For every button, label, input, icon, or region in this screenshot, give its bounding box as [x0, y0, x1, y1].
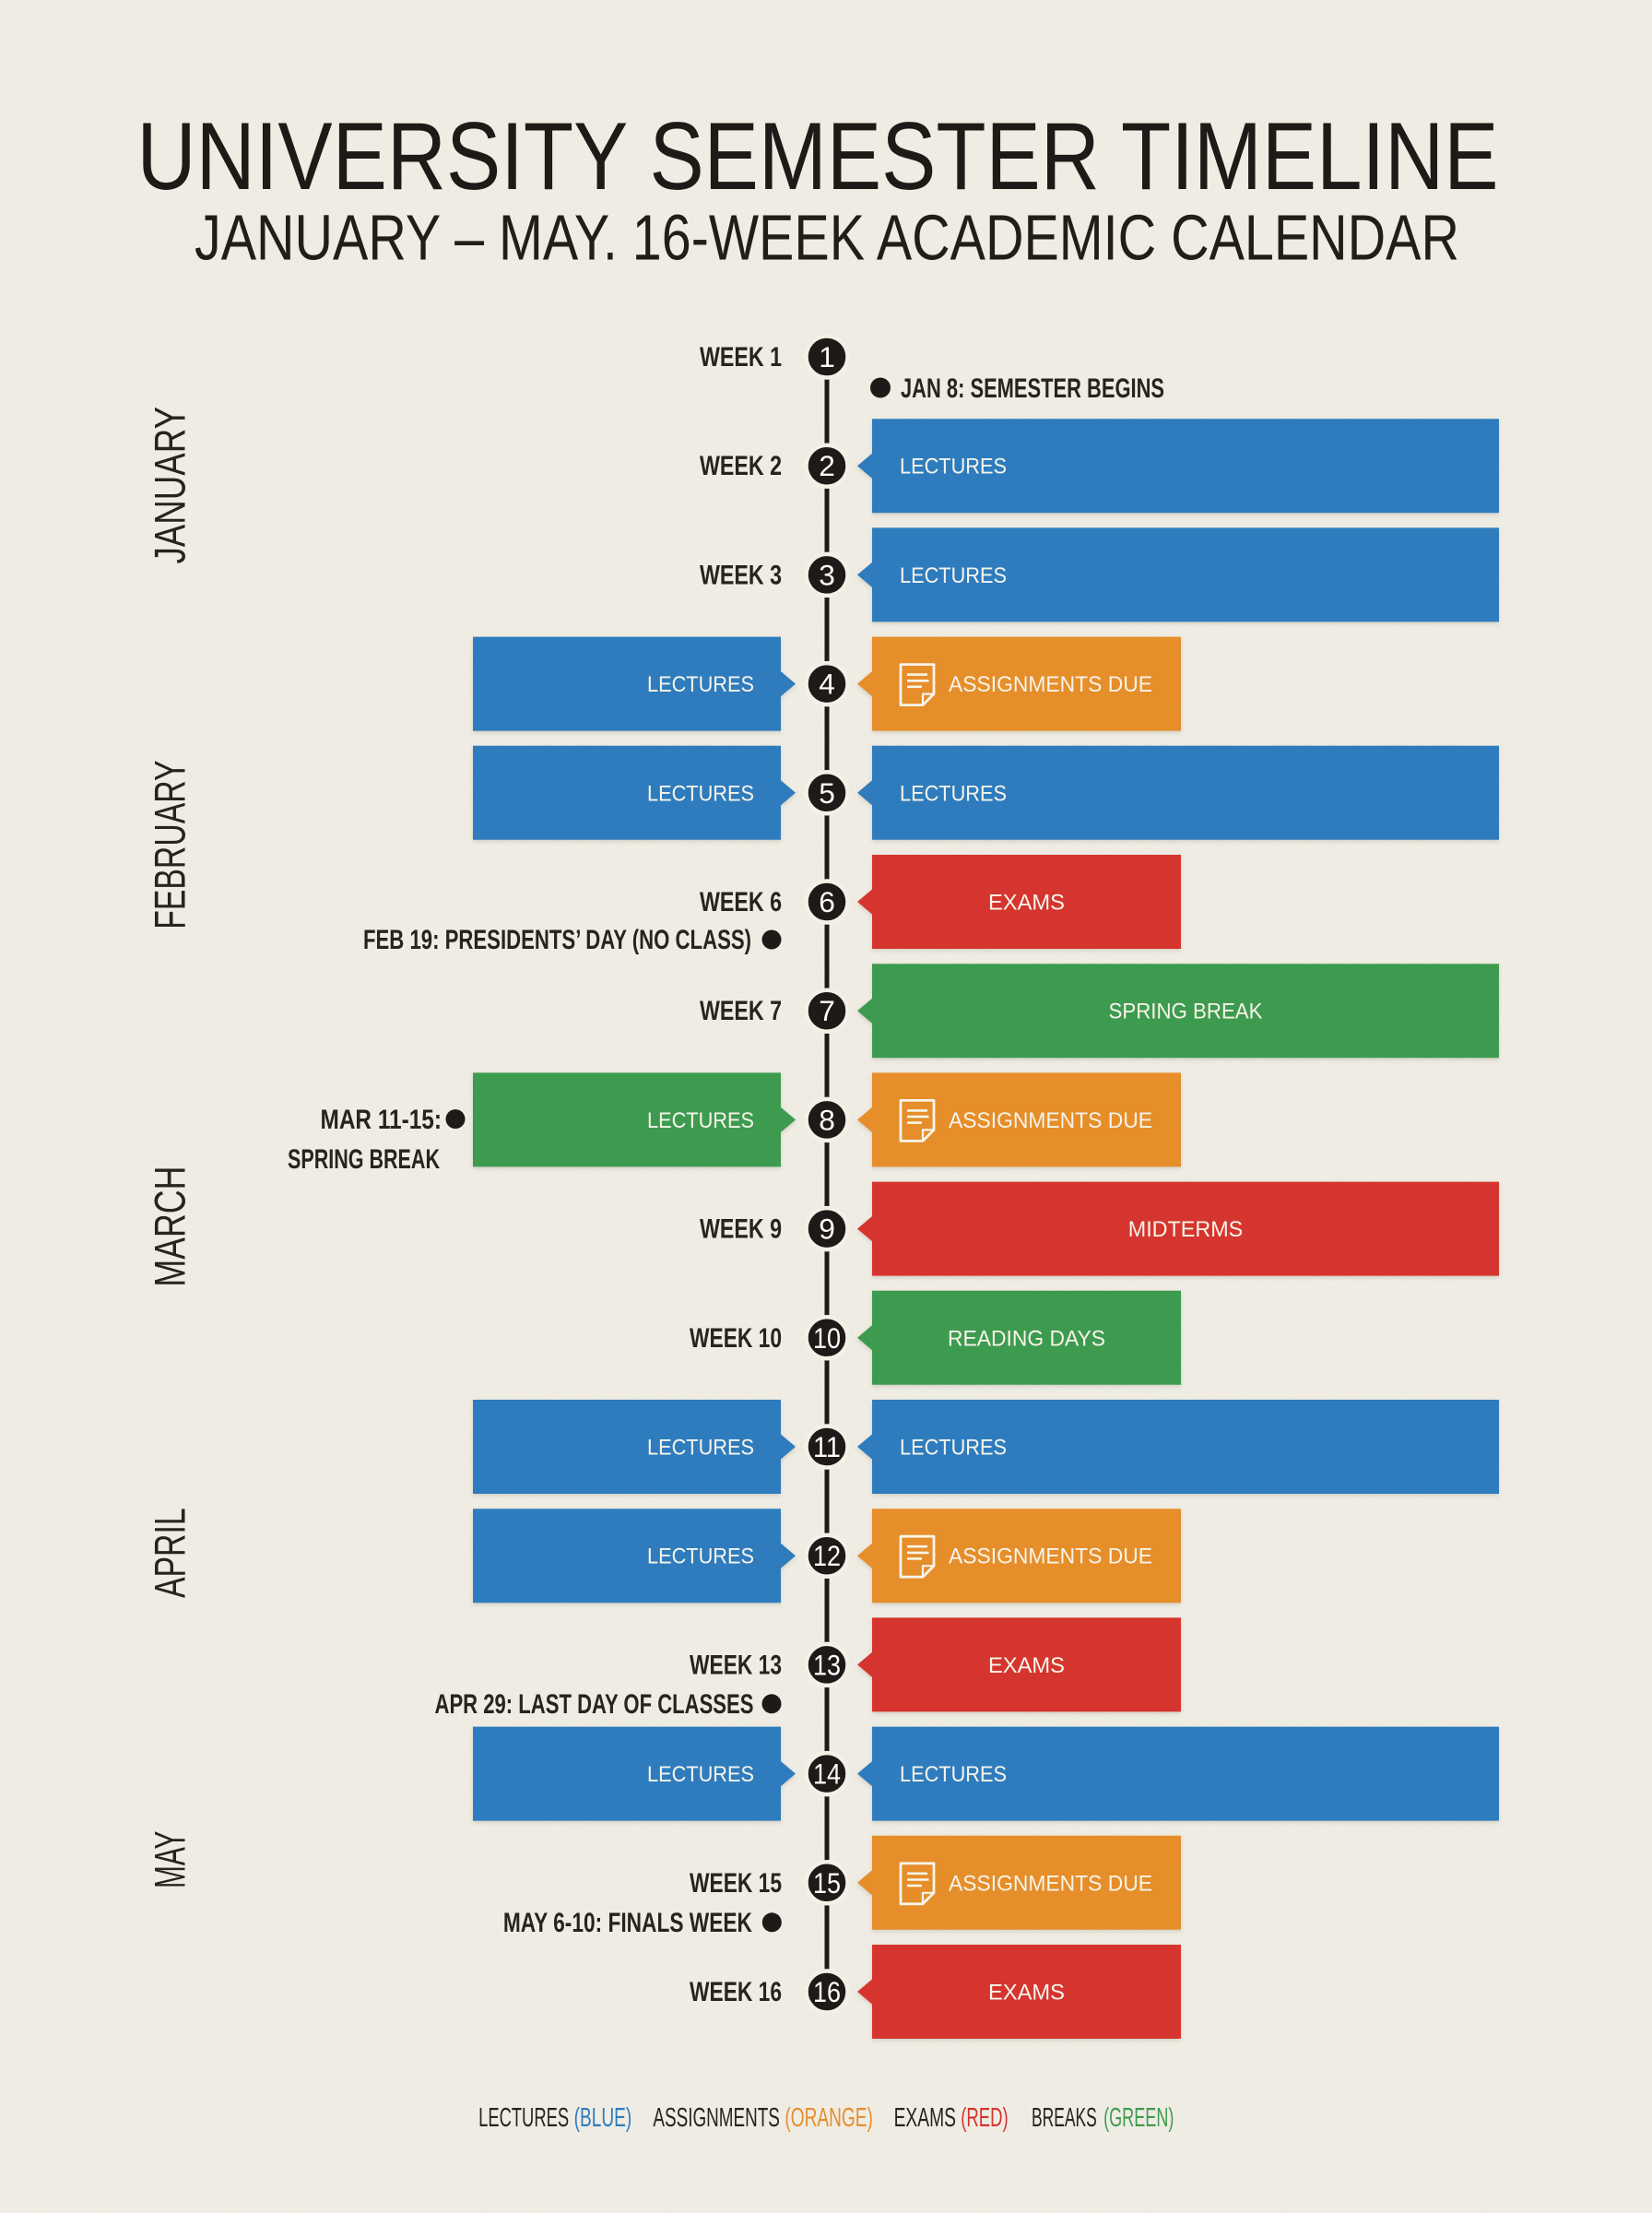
svg-text:BREAKS: BREAKS [1032, 2103, 1097, 2133]
svg-text:14: 14 [813, 1757, 841, 1791]
svg-text:JANUARY – MAY. 16-WEEK ACADEMI: JANUARY – MAY. 16-WEEK ACADEMIC CALENDAR [195, 202, 1459, 274]
svg-text:(BLUE): (BLUE) [574, 2103, 632, 2133]
svg-text:15: 15 [813, 1866, 841, 1899]
svg-text:WEEK 15: WEEK 15 [690, 1868, 782, 1899]
svg-text:LECTURES: LECTURES [647, 672, 754, 697]
svg-text:13: 13 [813, 1648, 841, 1681]
svg-text:LECTURES: LECTURES [478, 2103, 569, 2133]
svg-text:ASSIGNMENTS DUE: ASSIGNMENTS DUE [949, 1871, 1152, 1896]
svg-text:2: 2 [819, 449, 835, 482]
svg-text:LECTURES: LECTURES [647, 781, 754, 806]
svg-text:5: 5 [819, 776, 835, 810]
svg-text:ASSIGNMENTS: ASSIGNMENTS [653, 2103, 780, 2133]
svg-text:WEEK 7: WEEK 7 [700, 996, 782, 1026]
svg-text:WEEK 2: WEEK 2 [700, 451, 782, 481]
svg-text:UNIVERSITY SEMESTER TIMELINE: UNIVERSITY SEMESTER TIMELINE [137, 103, 1499, 210]
svg-text:16: 16 [813, 1975, 841, 2008]
svg-text:9: 9 [819, 1213, 835, 1246]
svg-text:JANUARY: JANUARY [146, 407, 195, 564]
svg-text:EXAMS: EXAMS [988, 1981, 1065, 2006]
svg-text:10: 10 [813, 1321, 841, 1355]
svg-text:3: 3 [819, 558, 835, 591]
svg-text:LECTURES: LECTURES [900, 781, 1007, 806]
svg-text:SPRING BREAK: SPRING BREAK [1109, 1000, 1264, 1024]
svg-text:ASSIGNMENTS DUE: ASSIGNMENTS DUE [949, 672, 1152, 697]
svg-text:MAY 6-10: FINALS WEEK: MAY 6-10: FINALS WEEK [503, 1908, 752, 1938]
svg-text:APRIL: APRIL [146, 1508, 195, 1598]
svg-text:1: 1 [819, 340, 835, 373]
svg-text:7: 7 [819, 994, 835, 1027]
svg-text:MARCH: MARCH [146, 1166, 195, 1287]
svg-text:WEEK 16: WEEK 16 [690, 1977, 782, 2007]
svg-text:(RED): (RED) [961, 2103, 1009, 2133]
svg-text:FEBRUARY: FEBRUARY [146, 760, 195, 929]
svg-text:WEEK 6: WEEK 6 [700, 887, 782, 917]
svg-text:MAR 11-15:: MAR 11-15: [321, 1105, 442, 1135]
svg-text:4: 4 [819, 668, 835, 701]
svg-text:WEEK 1: WEEK 1 [700, 342, 782, 373]
svg-text:ASSIGNMENTS DUE: ASSIGNMENTS DUE [949, 1108, 1152, 1133]
svg-text:LECTURES: LECTURES [900, 455, 1007, 479]
svg-text:(GREEN): (GREEN) [1103, 2103, 1174, 2133]
svg-text:WEEK 10: WEEK 10 [690, 1323, 782, 1354]
svg-text:FEB 19: PRESIDENTS’ DAY (NO CL: FEB 19: PRESIDENTS’ DAY (NO CLASS) [363, 925, 751, 955]
svg-text:LECTURES: LECTURES [900, 1762, 1007, 1787]
svg-text:LECTURES: LECTURES [647, 1544, 754, 1569]
svg-text:WEEK 13: WEEK 13 [690, 1650, 782, 1680]
svg-text:LECTURES: LECTURES [900, 1436, 1007, 1461]
svg-text:MAY: MAY [146, 1831, 195, 1888]
svg-text:READING DAYS: READING DAYS [948, 1326, 1105, 1351]
svg-text:6: 6 [819, 885, 835, 918]
svg-text:LECTURES: LECTURES [900, 563, 1007, 588]
svg-text:(ORANGE): (ORANGE) [785, 2103, 873, 2133]
svg-text:11: 11 [813, 1430, 841, 1463]
svg-text:SPRING BREAK: SPRING BREAK [288, 1144, 440, 1175]
svg-text:12: 12 [813, 1539, 841, 1572]
svg-text:EXAMS: EXAMS [894, 2103, 956, 2133]
svg-text:JAN 8: SEMESTER BEGINS: JAN 8: SEMESTER BEGINS [901, 373, 1164, 404]
svg-text:EXAMS: EXAMS [988, 1653, 1065, 1678]
svg-text:8: 8 [819, 1103, 835, 1136]
svg-text:ASSIGNMENTS DUE: ASSIGNMENTS DUE [949, 1544, 1152, 1569]
svg-text:MIDTERMS: MIDTERMS [1128, 1217, 1244, 1242]
svg-text:LECTURES: LECTURES [647, 1108, 754, 1133]
svg-text:APR 29: LAST DAY OF CLASSES: APR 29: LAST DAY OF CLASSES [435, 1689, 754, 1720]
svg-text:WEEK 3: WEEK 3 [700, 560, 782, 590]
svg-text:LECTURES: LECTURES [647, 1436, 754, 1461]
svg-text:LECTURES: LECTURES [647, 1762, 754, 1787]
svg-text:WEEK 9: WEEK 9 [700, 1214, 782, 1245]
svg-text:EXAMS: EXAMS [988, 891, 1065, 916]
